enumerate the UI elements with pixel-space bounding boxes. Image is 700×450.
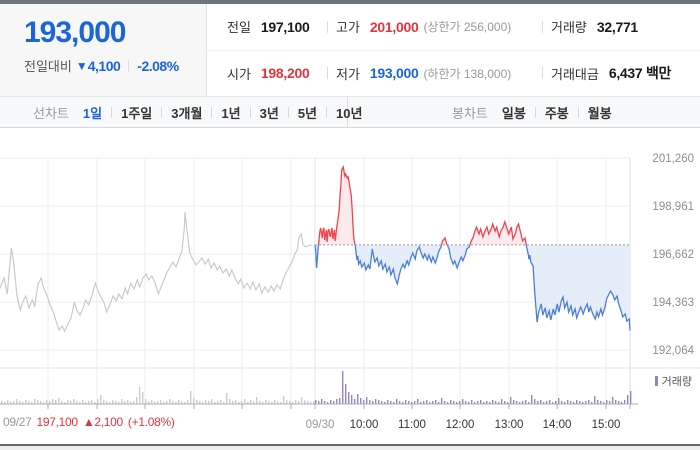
stat-trade-amount: 거래대금 6,437 백만 [551,65,672,82]
stat-low: 저가 193,000 (하한가 138,000) [336,65,512,82]
change-label: 전일대비 [24,59,72,74]
gridlines [0,157,631,404]
down-arrow-icon: ▼ [75,58,88,73]
candle-chart-tab-group: 봉차트 일봉 주봉 월봉 [348,97,612,127]
volume-legend-label: 거래량 [661,376,692,388]
svg-text:11:00: 11:00 [398,419,426,431]
svg-text:13:00: 13:00 [495,419,524,431]
footer-change: ▲2,100 [82,415,123,429]
chart-panel: 201,260 198,961 196,662 194,363 192,064 09/30… [0,128,700,446]
tab-1week[interactable]: 1주일 [121,105,153,121]
stat-prev-close: 전일 197,100 [227,18,310,36]
divider [111,106,113,118]
divider [161,106,163,118]
svg-text:09/30: 09/30 [306,419,335,431]
line-chart-group-label: 선차트 [33,105,69,121]
window-top-strip [0,0,700,4]
stat-high: 고가 201,000 (상한가 256,000) [336,18,512,36]
divider [542,67,543,80]
stock-summary-header: 193,000 전일대비 ▼ 4,100 -2.08% 전일 197,100 고… [0,4,700,96]
tab-weekly-candle[interactable]: 주봉 [544,105,569,121]
divider [249,106,251,118]
svg-text:10:00: 10:00 [350,419,379,431]
divider [327,20,328,33]
tab-3month[interactable]: 3개월 [171,105,203,121]
divider [327,67,328,80]
svg-text:196,662: 196,662 [652,249,694,261]
divider [211,106,213,118]
divider [287,106,289,118]
footer-date: 09/27 [3,415,32,429]
current-session-line [314,165,631,331]
change-percent: -2.08% [137,57,179,74]
tab-10year[interactable]: 10년 [336,105,363,121]
tab-1day[interactable]: 1일 [82,105,103,121]
divider [534,106,536,118]
stat-open: 시가 198,200 [227,65,310,82]
svg-text:201,260: 201,260 [652,153,694,165]
y-axis-labels: 201,260 198,961 196,662 194,363 192,064 [652,153,694,357]
divider [577,106,579,118]
chart-period-toolbar: 선차트 1일 1주일 3개월 1년 3년 5년 10년 봉차트 일봉 주봉 월봉 [0,96,700,128]
tab-5year[interactable]: 5년 [297,105,318,121]
svg-text:198,961: 198,961 [652,201,694,213]
tab-1year[interactable]: 1년 [221,105,241,121]
up-arrow-icon: ▲ [82,415,95,429]
footer-price: 197,100 [36,415,79,429]
svg-text:12:00: 12:00 [446,419,475,431]
stat-volume: 거래량 32,771 [551,18,638,36]
line-chart-tab-group: 선차트 1일 1주일 3개월 1년 3년 5년 10년 [0,97,362,127]
candle-chart-group-label: 봉차트 [452,105,488,121]
x-axis-labels: 09/30 10:00 11:00 12:00 13:00 14:00 15:00 [306,419,621,431]
volume-legend-swatch [654,376,658,386]
tab-3year[interactable]: 3년 [259,105,279,121]
divider [542,20,543,33]
divider [326,106,328,118]
stats-panel: 전일 197,100 고가 201,000 (상한가 256,000) 거래량 … [207,4,700,96]
svg-text:14:00: 14:00 [543,419,572,431]
volume-bars [0,367,700,409]
change-value: 4,100 [87,57,121,74]
tab-daily-candle[interactable]: 일봉 [501,105,526,121]
prev-session-line [0,212,312,333]
prev-day-summary: 09/27 197,100 ▲2,100 (+1.08%) [3,415,175,429]
volume-legend: 거래량 [654,373,692,389]
svg-text:194,363: 194,363 [652,297,694,309]
current-price-box: 193,000 전일대비 ▼ 4,100 -2.08% [0,4,207,96]
tab-monthly-candle[interactable]: 월봉 [587,105,612,121]
svg-text:192,064: 192,064 [652,345,694,357]
divider [128,59,130,72]
svg-text:15:00: 15:00 [592,419,621,431]
intraday-chart[interactable]: 201,260 198,961 196,662 194,363 192,064 09/30… [0,128,700,444]
footer-percent: (+1.08%) [127,415,175,429]
current-price: 193,000 [24,16,126,49]
